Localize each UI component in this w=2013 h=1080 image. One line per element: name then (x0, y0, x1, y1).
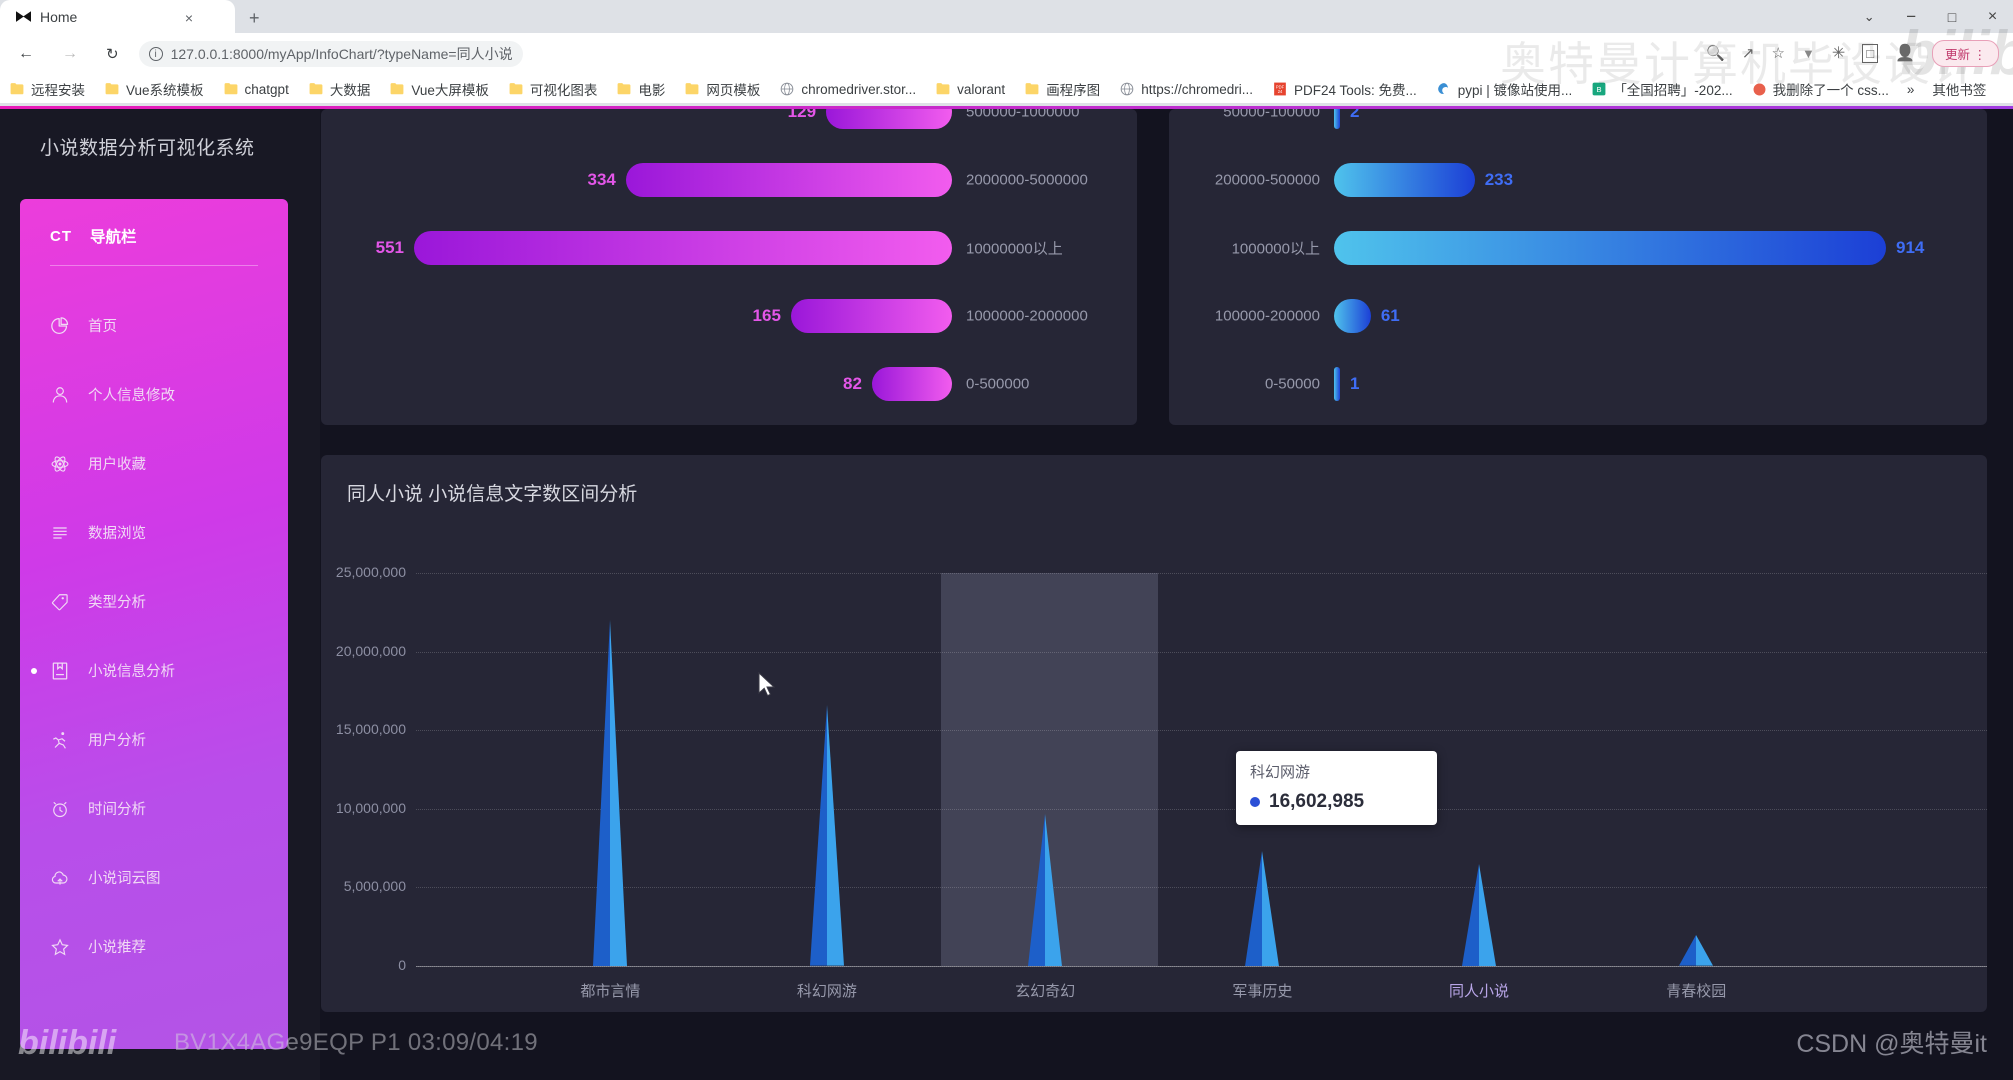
svg-text:bilibili: bilibili (18, 1024, 118, 1062)
svg-text:B: B (1597, 85, 1602, 94)
svg-text:24: 24 (1278, 89, 1283, 94)
